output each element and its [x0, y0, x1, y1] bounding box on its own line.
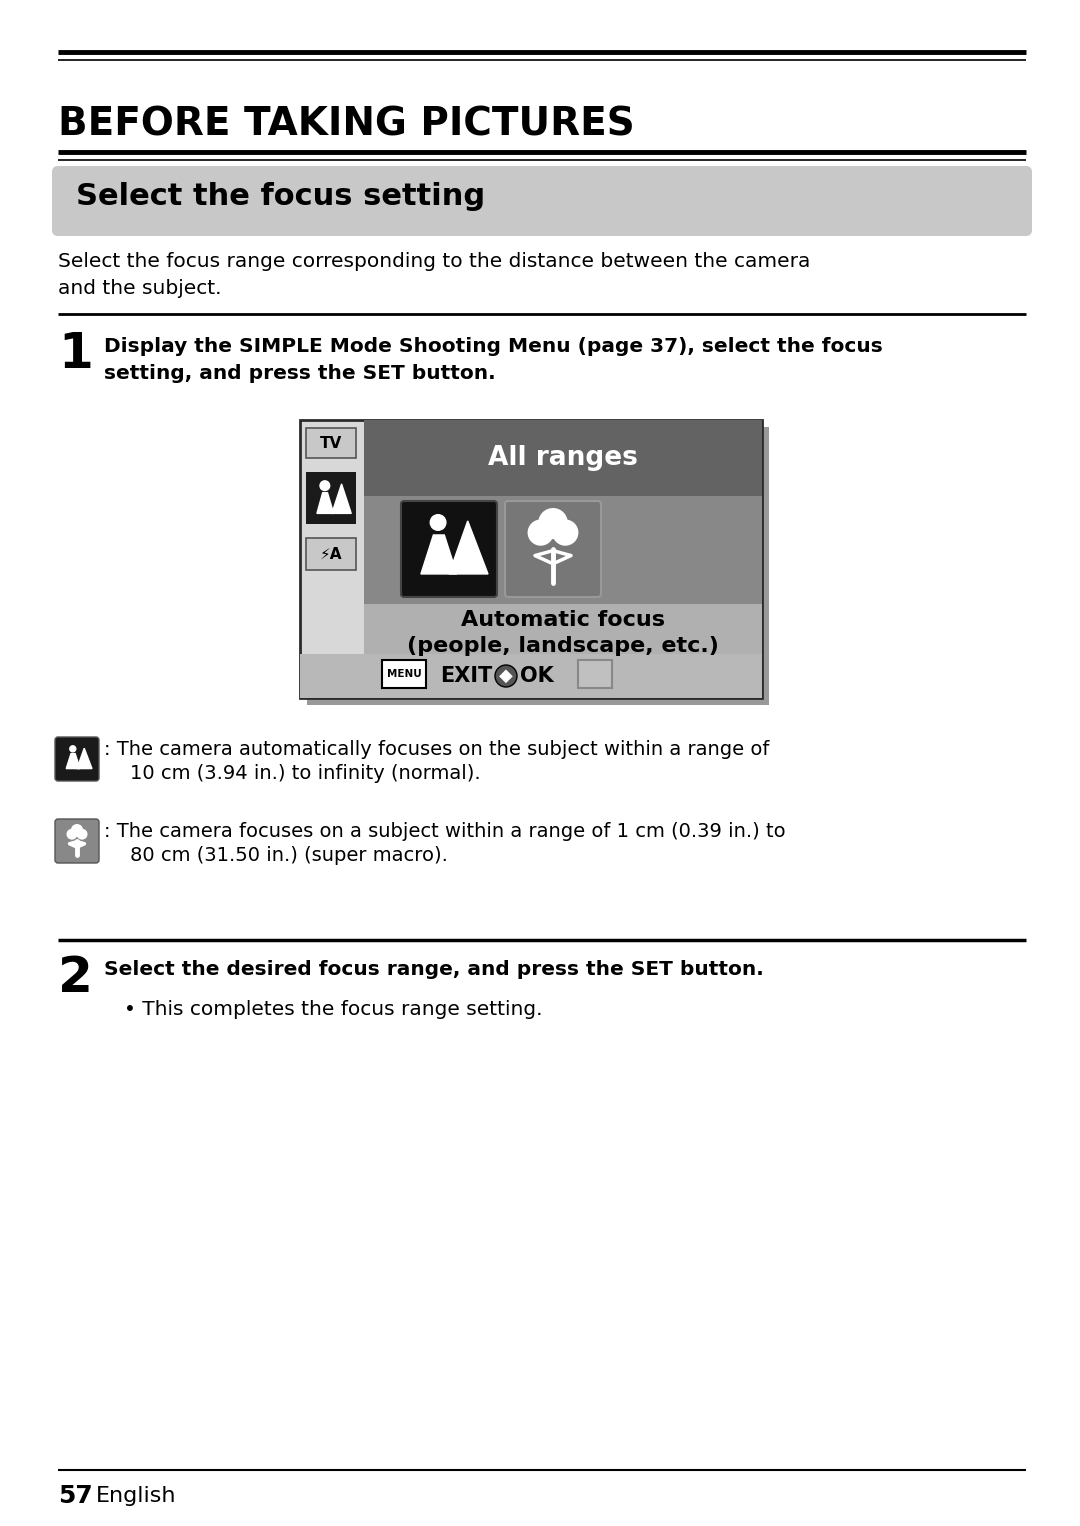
Circle shape: [538, 508, 568, 537]
Text: BEFORE TAKING PICTURES: BEFORE TAKING PICTURES: [58, 105, 635, 143]
Text: All ranges: All ranges: [488, 446, 638, 472]
Circle shape: [73, 829, 81, 836]
Text: Display the SIMPLE Mode Shooting Menu (page 37), select the focus
setting, and p: Display the SIMPLE Mode Shooting Menu (p…: [104, 337, 882, 383]
Circle shape: [77, 829, 87, 839]
Polygon shape: [66, 754, 80, 769]
Circle shape: [495, 665, 517, 687]
Circle shape: [543, 519, 563, 539]
Bar: [578, 661, 612, 688]
FancyBboxPatch shape: [55, 737, 99, 781]
Bar: [306, 472, 356, 523]
Circle shape: [528, 519, 554, 546]
Polygon shape: [421, 536, 457, 574]
Text: 1: 1: [58, 330, 93, 378]
Circle shape: [552, 519, 579, 546]
Text: Select the focus setting: Select the focus setting: [76, 182, 485, 211]
Text: (people, landscape, etc.): (people, landscape, etc.): [407, 636, 719, 656]
Text: ⚡A: ⚡A: [320, 546, 342, 562]
Text: Automatic focus: Automatic focus: [461, 610, 665, 630]
Text: • This completes the focus range setting.: • This completes the focus range setting…: [124, 1000, 542, 1019]
Text: OK: OK: [519, 665, 554, 687]
Text: : The camera focuses on a subject within a range of 1 cm (0.39 in.) to: : The camera focuses on a subject within…: [104, 823, 785, 841]
FancyBboxPatch shape: [401, 501, 497, 597]
Text: English: English: [96, 1486, 176, 1506]
Circle shape: [320, 481, 329, 490]
Bar: [364, 496, 762, 604]
Bar: [300, 655, 762, 697]
Bar: [307, 427, 769, 705]
FancyBboxPatch shape: [52, 166, 1032, 237]
Text: Select the focus range corresponding to the distance between the camera
and the : Select the focus range corresponding to …: [58, 252, 810, 298]
Text: 80 cm (31.50 in.) (super macro).: 80 cm (31.50 in.) (super macro).: [130, 845, 448, 865]
Polygon shape: [332, 484, 351, 513]
FancyBboxPatch shape: [505, 501, 600, 597]
Circle shape: [71, 824, 83, 836]
Text: EXIT: EXIT: [440, 665, 492, 687]
Text: 10 cm (3.94 in.) to infinity (normal).: 10 cm (3.94 in.) to infinity (normal).: [130, 765, 481, 783]
Text: Select the desired focus range, and press the SET button.: Select the desired focus range, and pres…: [104, 960, 764, 980]
Polygon shape: [449, 520, 488, 574]
Bar: [382, 661, 426, 688]
Text: : The camera automatically focuses on the subject within a range of: : The camera automatically focuses on th…: [104, 740, 769, 758]
Text: MENU: MENU: [387, 668, 421, 679]
Bar: [364, 604, 762, 655]
Text: 57: 57: [58, 1483, 93, 1508]
Circle shape: [70, 746, 76, 752]
Circle shape: [67, 829, 78, 839]
Polygon shape: [77, 748, 92, 769]
Bar: [300, 420, 762, 697]
Bar: [306, 539, 356, 571]
FancyBboxPatch shape: [55, 819, 99, 864]
Text: TV: TV: [320, 435, 342, 450]
Bar: [364, 420, 762, 496]
Text: 2: 2: [58, 954, 93, 1003]
Bar: [306, 427, 356, 458]
Text: ◆: ◆: [499, 667, 513, 685]
Polygon shape: [316, 493, 334, 513]
Circle shape: [430, 514, 446, 530]
